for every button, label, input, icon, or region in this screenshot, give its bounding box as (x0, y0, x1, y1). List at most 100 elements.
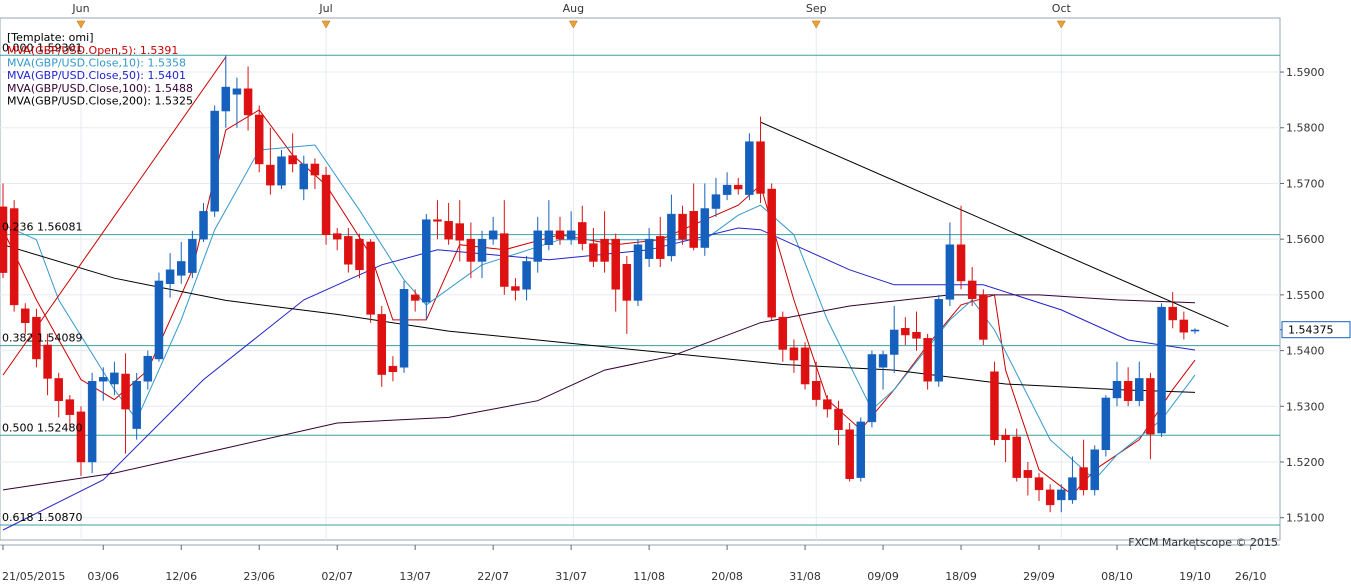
month-label: Sep (806, 2, 827, 15)
candle-body (533, 230, 542, 262)
legend-entry: MVA(GBP/USD.Close,10): 1.5358 (7, 57, 186, 70)
candle-body (1112, 380, 1122, 399)
x-tick-label: 21/05/2015 (2, 570, 65, 583)
month-label: Jul (318, 2, 332, 15)
candle-body (733, 184, 743, 190)
candle-body (845, 429, 854, 479)
candle-body (923, 338, 932, 382)
candle-body (143, 355, 153, 382)
candle-body (1179, 319, 1189, 333)
month-marker (811, 20, 821, 29)
moving-average-line (2, 244, 1196, 393)
x-tick-label: 23/06 (243, 570, 275, 583)
candle-body (332, 233, 342, 240)
candle-body (366, 241, 375, 315)
candle-body (288, 155, 297, 165)
y-tick-label: 1.5500 (1286, 289, 1325, 302)
candle-body (99, 377, 108, 382)
candle-body (399, 289, 409, 368)
candle-body (823, 399, 832, 410)
x-tick-label: 31/07 (555, 570, 587, 583)
candle-layer (0, 55, 1200, 513)
last-price-label: 1.54375 (1288, 324, 1334, 337)
candle-body (422, 219, 431, 303)
month-label: Jun (71, 2, 89, 15)
candle-body (678, 213, 687, 240)
y-tick-label: 1.5400 (1286, 345, 1325, 358)
candle-body (433, 219, 442, 222)
watermark: FXCM Marketscope © 2015 (1128, 536, 1278, 549)
candle-body (956, 244, 966, 282)
candle-body (477, 238, 487, 262)
candle-body (65, 399, 75, 415)
candle-body (176, 261, 186, 276)
candle-body (1012, 436, 1021, 478)
candle-body (633, 244, 643, 301)
candle-body (1146, 378, 1155, 435)
candle-body (901, 328, 910, 336)
candle-body (0, 206, 8, 273)
x-tick-label: 18/09 (945, 570, 977, 583)
candle-body (756, 141, 765, 194)
fib-label: 0.618 1.50870 (2, 511, 82, 524)
candle-body (1090, 449, 1099, 491)
candle-body (878, 354, 888, 368)
candle-body (555, 230, 565, 240)
candle-body (656, 236, 665, 259)
candle-body (377, 314, 387, 375)
candle-body (800, 347, 810, 385)
month-marker (321, 20, 331, 29)
legend-entry: MVA(GBP/USD.Close,50): 1.5401 (7, 69, 186, 82)
candle-body (544, 230, 554, 245)
candle-body (455, 223, 464, 241)
candle-body (967, 280, 977, 300)
candle-body (410, 294, 420, 301)
candle-body (600, 238, 609, 262)
y-tick-label: 1.5200 (1286, 456, 1325, 469)
candle-body (388, 365, 398, 373)
y-tick-label: 1.5100 (1286, 512, 1325, 525)
x-tick-label: 03/06 (87, 570, 119, 583)
candle-body (355, 238, 364, 271)
x-tick-label: 08/10 (1101, 570, 1133, 583)
candle-body (266, 164, 275, 186)
fib-label: 0.500 1.52480 (2, 421, 82, 434)
x-tick-label: 22/07 (477, 570, 509, 583)
candle-body (700, 208, 710, 248)
last-price-box (1281, 321, 1351, 339)
template-label: [Template: omi] (7, 31, 93, 44)
candle-body (154, 280, 164, 360)
month-label: Aug (563, 2, 584, 15)
month-marker (1056, 20, 1066, 29)
candle-body (722, 184, 732, 195)
month-marker (76, 20, 86, 29)
x-tick-label: 19/10 (1179, 570, 1211, 583)
candle-body (1168, 306, 1177, 321)
moving-average-line (2, 294, 1196, 491)
candle-body (132, 380, 141, 429)
candle-body (32, 316, 41, 360)
y-tick-label: 1.5600 (1286, 233, 1325, 246)
x-tick-label: 02/07 (321, 570, 353, 583)
candle-body (945, 244, 955, 300)
candle-body (444, 221, 453, 240)
candle-body (1001, 435, 1010, 440)
candle-body (889, 329, 899, 355)
legend-entry: MVA(GBP/USD.Close,200): 1.5325 (7, 94, 193, 107)
candle-body (466, 238, 476, 262)
candle-body (254, 114, 264, 165)
candle-body (1101, 397, 1111, 451)
month-marker (568, 20, 578, 29)
candle-body (934, 299, 944, 382)
x-tick-label: 09/09 (867, 570, 899, 583)
candle-body (811, 380, 821, 400)
x-tick-label: 13/07 (399, 570, 431, 583)
candle-body (1157, 306, 1166, 434)
y-tick-label: 1.5800 (1286, 122, 1325, 135)
candle-body (778, 316, 788, 350)
x-tick-label: 26/10 (1235, 570, 1267, 583)
month-label: Oct (1052, 2, 1072, 15)
candle-body (566, 230, 576, 240)
